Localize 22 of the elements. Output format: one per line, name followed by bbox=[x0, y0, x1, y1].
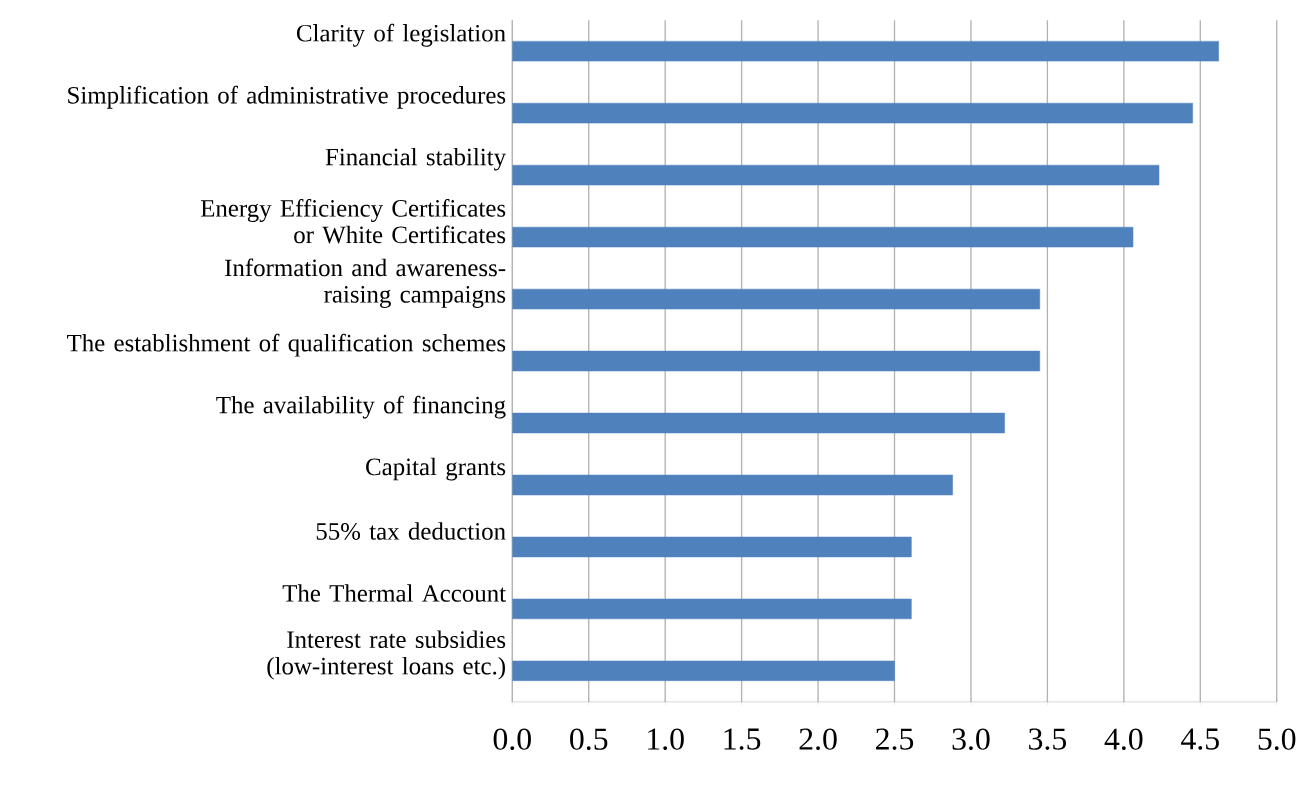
x-tick-label: 3.0 bbox=[952, 728, 990, 750]
x-tick-label: 3.5 bbox=[1029, 728, 1066, 750]
y-tick-label: Capital grants bbox=[366, 457, 506, 481]
y-tick-label: Information and awareness-raising campaigns bbox=[225, 258, 506, 308]
y-tick-label: The Thermal Account bbox=[282, 584, 506, 602]
x-tick-label: 1.0 bbox=[648, 728, 684, 750]
x-tick-label: 4.0 bbox=[1104, 728, 1143, 750]
x-tick-label: 0.0 bbox=[493, 728, 531, 750]
x-tick-label: 5.0 bbox=[1258, 728, 1296, 750]
x-tick-label: 2.0 bbox=[799, 728, 837, 750]
x-tick-label: 4.5 bbox=[1181, 728, 1219, 750]
y-tick-label: Energy Efficiency Certificates or White Certificates bbox=[200, 198, 506, 244]
x-tick-label: 2.5 bbox=[876, 728, 914, 750]
y-tick-label: Simplification of administrative procedures bbox=[68, 85, 506, 109]
y-tick-label: Financial stability bbox=[325, 147, 506, 171]
y-tick-label: 55% tax deduction bbox=[316, 522, 506, 540]
y-tick-label: The availability of financing bbox=[216, 395, 506, 419]
y-tick-label: Interest rate subsidies (low-interest loans etc.) bbox=[267, 630, 506, 680]
y-tick-label: Clarity of legislation bbox=[296, 23, 506, 47]
x-tick-label: 1.5 bbox=[724, 728, 761, 750]
y-tick-label: The establishment of qualification schemes bbox=[67, 333, 506, 357]
x-tick-label: 0.5 bbox=[570, 728, 608, 750]
